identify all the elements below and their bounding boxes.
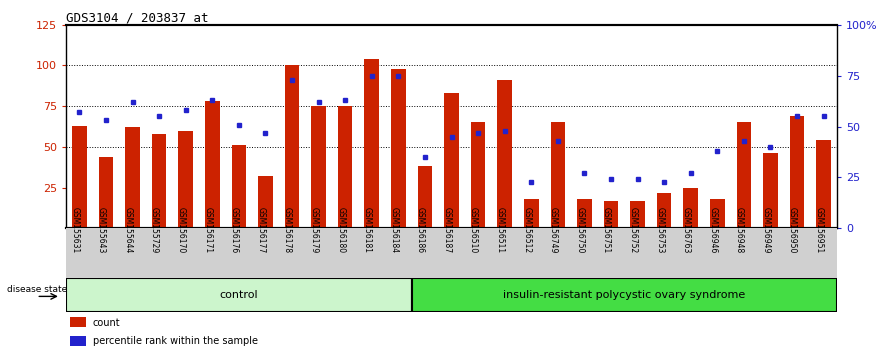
Bar — [418, 166, 433, 228]
Bar — [199, 228, 226, 278]
Bar — [258, 176, 273, 228]
Bar — [125, 127, 140, 228]
Bar — [784, 228, 811, 278]
Bar — [332, 228, 359, 278]
Bar — [551, 122, 565, 228]
Text: GSM156946: GSM156946 — [708, 207, 717, 253]
Text: GDS3104 / 203837_at: GDS3104 / 203837_at — [66, 11, 209, 24]
Text: GSM156177: GSM156177 — [256, 207, 265, 253]
Bar — [146, 228, 173, 278]
Bar — [438, 228, 465, 278]
Text: GSM156951: GSM156951 — [815, 207, 824, 253]
Bar — [498, 80, 512, 228]
Bar — [518, 228, 544, 278]
Bar — [630, 201, 645, 228]
Bar — [710, 199, 725, 228]
Bar — [444, 93, 459, 228]
Bar — [411, 278, 837, 312]
Bar — [359, 228, 385, 278]
Text: GSM156170: GSM156170 — [177, 207, 186, 253]
Bar — [411, 228, 438, 278]
Bar — [385, 228, 411, 278]
Bar — [311, 106, 326, 228]
Text: GSM156750: GSM156750 — [575, 207, 584, 253]
Bar — [730, 228, 757, 278]
Bar — [737, 122, 751, 228]
Text: GSM156181: GSM156181 — [363, 207, 372, 253]
Bar — [577, 199, 592, 228]
Text: GSM156763: GSM156763 — [682, 207, 691, 253]
Text: GSM155729: GSM155729 — [150, 207, 159, 253]
Text: count: count — [93, 318, 120, 327]
Text: GSM156753: GSM156753 — [655, 207, 664, 253]
Text: GSM156187: GSM156187 — [442, 207, 451, 253]
Text: GSM156950: GSM156950 — [788, 207, 797, 253]
Text: GSM156179: GSM156179 — [309, 207, 319, 253]
Text: GSM156949: GSM156949 — [761, 207, 771, 253]
Bar — [72, 126, 86, 228]
Bar — [338, 106, 352, 228]
Bar — [817, 141, 831, 228]
Bar — [492, 228, 518, 278]
Bar — [657, 193, 671, 228]
Text: GSM156511: GSM156511 — [496, 207, 505, 253]
Text: disease state: disease state — [7, 285, 67, 294]
Bar — [178, 131, 193, 228]
Text: GSM156176: GSM156176 — [230, 207, 239, 253]
Bar — [232, 145, 246, 228]
Text: GSM156751: GSM156751 — [602, 207, 611, 253]
Bar — [365, 59, 379, 228]
Bar — [544, 228, 571, 278]
Text: GSM155631: GSM155631 — [70, 207, 79, 253]
Text: GSM155643: GSM155643 — [97, 207, 106, 253]
Bar — [625, 228, 651, 278]
Bar — [465, 228, 492, 278]
Text: GSM156749: GSM156749 — [549, 207, 558, 253]
Bar — [684, 188, 698, 228]
Bar — [651, 228, 677, 278]
Text: GSM156752: GSM156752 — [628, 207, 638, 253]
Bar — [677, 228, 704, 278]
Text: control: control — [219, 290, 258, 300]
Bar — [252, 228, 278, 278]
Text: percentile rank within the sample: percentile rank within the sample — [93, 336, 257, 346]
Bar — [285, 65, 300, 228]
Bar — [470, 122, 485, 228]
Bar — [811, 228, 837, 278]
Text: GSM156510: GSM156510 — [469, 207, 478, 253]
Bar — [597, 228, 625, 278]
Text: GSM156184: GSM156184 — [389, 207, 398, 253]
Bar — [226, 228, 252, 278]
Bar — [119, 228, 146, 278]
Text: GSM155644: GSM155644 — [123, 207, 132, 253]
Bar — [205, 101, 219, 228]
Text: GSM156948: GSM156948 — [735, 207, 744, 253]
Bar — [571, 228, 597, 278]
Bar — [757, 228, 784, 278]
Bar — [391, 69, 405, 228]
Bar — [93, 228, 119, 278]
Bar — [278, 228, 306, 278]
Bar — [70, 336, 86, 346]
Bar — [99, 157, 114, 228]
Bar — [306, 228, 332, 278]
Bar — [524, 199, 538, 228]
Bar — [70, 318, 86, 327]
Text: insulin-resistant polycystic ovary syndrome: insulin-resistant polycystic ovary syndr… — [503, 290, 745, 300]
Text: GSM156178: GSM156178 — [283, 207, 292, 253]
Bar — [66, 278, 411, 312]
Bar — [704, 228, 730, 278]
Text: GSM156171: GSM156171 — [204, 207, 212, 253]
Text: GSM156186: GSM156186 — [416, 207, 425, 253]
Bar — [789, 116, 804, 228]
Bar — [173, 228, 199, 278]
Bar — [152, 134, 167, 228]
Text: GSM156180: GSM156180 — [337, 207, 345, 253]
Bar — [66, 228, 93, 278]
Text: GSM156512: GSM156512 — [522, 207, 531, 253]
Bar — [603, 201, 618, 228]
Bar — [763, 153, 778, 228]
